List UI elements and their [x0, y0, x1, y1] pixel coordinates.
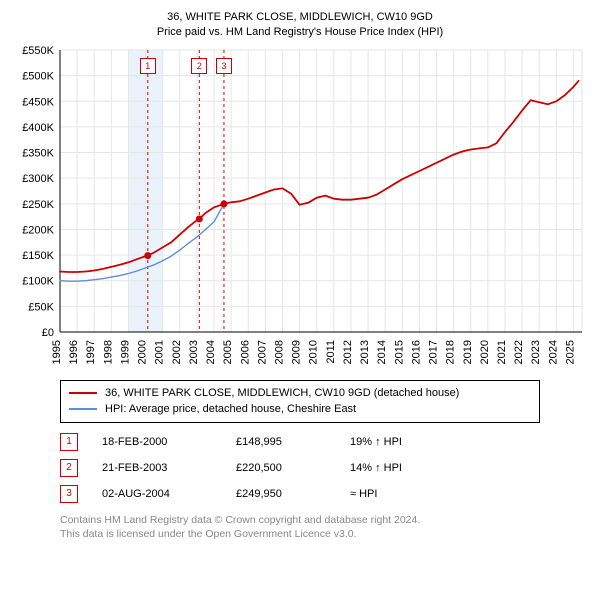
marker-price: £220,500 [236, 462, 326, 474]
marker-row: 3 02-AUG-2004 £249,950 ≈ HPI [60, 481, 540, 507]
marker-delta: ≈ HPI [350, 488, 440, 500]
legend-label: HPI: Average price, detached house, Ches… [105, 401, 356, 418]
svg-text:2022: 2022 [513, 340, 525, 364]
svg-text:2020: 2020 [479, 340, 491, 364]
marker-row: 1 18-FEB-2000 £148,995 19% ↑ HPI [60, 429, 540, 455]
svg-text:2010: 2010 [308, 340, 320, 364]
svg-text:2007: 2007 [256, 340, 268, 364]
svg-text:2001: 2001 [154, 340, 166, 364]
svg-text:2018: 2018 [445, 340, 457, 364]
marker-delta: 19% ↑ HPI [350, 436, 440, 448]
marker-date: 02-AUG-2004 [102, 488, 212, 500]
svg-text:2017: 2017 [428, 340, 440, 364]
title-line2: Price paid vs. HM Land Registry's House … [12, 25, 588, 40]
line-chart: £0 £50K £100K £150K £200K £250K £300K £350K £400… [12, 44, 588, 374]
marker-date: 21-FEB-2003 [102, 462, 212, 474]
svg-text:2005: 2005 [222, 340, 234, 364]
legend-swatch [69, 392, 97, 394]
svg-text:2012: 2012 [342, 340, 354, 364]
chart-title-block: 36, WHITE PARK CLOSE, MIDDLEWICH, CW10 9… [12, 10, 588, 40]
svg-text:£250K: £250K [22, 199, 54, 211]
svg-text:1997: 1997 [85, 340, 97, 364]
svg-text:2014: 2014 [376, 340, 388, 364]
svg-text:£300K: £300K [22, 173, 54, 185]
svg-text:2009: 2009 [291, 340, 303, 364]
svg-text:1999: 1999 [119, 340, 131, 364]
marker-delta: 14% ↑ HPI [350, 462, 440, 474]
svg-text:2004: 2004 [205, 340, 217, 364]
svg-text:2021: 2021 [496, 340, 508, 364]
attribution: Contains HM Land Registry data © Crown c… [60, 513, 540, 541]
svg-text:2002: 2002 [171, 340, 183, 364]
svg-text:2024: 2024 [547, 340, 559, 364]
svg-text:£200K: £200K [22, 224, 54, 236]
svg-text:2000: 2000 [137, 340, 149, 364]
svg-text:2016: 2016 [410, 340, 422, 364]
svg-text:2008: 2008 [273, 340, 285, 364]
legend-swatch [69, 408, 97, 410]
marker-row: 2 21-FEB-2003 £220,500 14% ↑ HPI [60, 455, 540, 481]
svg-text:£450K: £450K [22, 96, 54, 108]
svg-text:2006: 2006 [239, 340, 251, 364]
svg-text:£550K: £550K [22, 45, 54, 57]
svg-text:1996: 1996 [68, 340, 80, 364]
marker-price: £249,950 [236, 488, 326, 500]
svg-text:2011: 2011 [325, 340, 337, 364]
marker-badge: 1 [60, 433, 78, 451]
svg-text:2025: 2025 [564, 340, 576, 364]
marker-date: 18-FEB-2000 [102, 436, 212, 448]
markers-table: 1 18-FEB-2000 £148,995 19% ↑ HPI 2 21-FE… [60, 429, 540, 507]
svg-text:2023: 2023 [530, 340, 542, 364]
title-line1: 36, WHITE PARK CLOSE, MIDDLEWICH, CW10 9… [12, 10, 588, 25]
legend-label: 36, WHITE PARK CLOSE, MIDDLEWICH, CW10 9… [105, 385, 459, 402]
svg-text:£0: £0 [42, 327, 54, 339]
svg-text:£400K: £400K [22, 122, 54, 134]
chart-marker-badge: 2 [191, 58, 207, 74]
attribution-line: Contains HM Land Registry data © Crown c… [60, 513, 540, 527]
svg-text:£500K: £500K [22, 70, 54, 82]
svg-text:£150K: £150K [22, 250, 54, 262]
chart-area: £0 £50K £100K £150K £200K £250K £300K £350K £400… [12, 44, 588, 374]
attribution-line: This data is licensed under the Open Gov… [60, 527, 540, 541]
marker-badge: 2 [60, 459, 78, 477]
chart-marker-badge: 3 [216, 58, 232, 74]
svg-text:2015: 2015 [393, 340, 405, 364]
svg-text:£100K: £100K [22, 275, 54, 287]
svg-text:2003: 2003 [188, 340, 200, 364]
svg-text:£350K: £350K [22, 147, 54, 159]
legend: 36, WHITE PARK CLOSE, MIDDLEWICH, CW10 9… [60, 380, 540, 423]
legend-item: 36, WHITE PARK CLOSE, MIDDLEWICH, CW10 9… [69, 385, 531, 402]
svg-text:1995: 1995 [51, 340, 63, 364]
svg-text:2019: 2019 [462, 340, 474, 364]
legend-item: HPI: Average price, detached house, Ches… [69, 401, 531, 418]
svg-text:1998: 1998 [102, 340, 114, 364]
svg-text:£50K: £50K [28, 301, 54, 313]
svg-text:2013: 2013 [359, 340, 371, 364]
marker-badge: 3 [60, 485, 78, 503]
chart-marker-badge: 1 [140, 58, 156, 74]
marker-price: £148,995 [236, 436, 326, 448]
